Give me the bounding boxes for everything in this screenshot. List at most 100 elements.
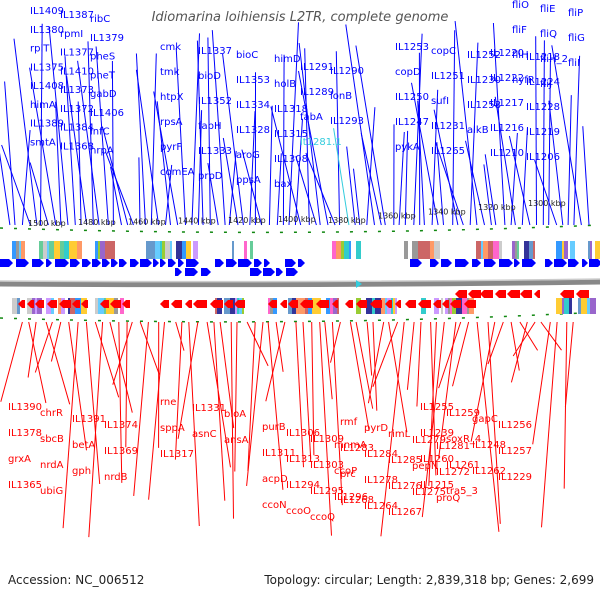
forward-gene-label: IL1373 [60, 85, 94, 96]
cog-band-cell [512, 241, 515, 259]
kbp-scale-label: 1380 kbp [328, 216, 366, 225]
reverse-gene-label: ansA [224, 435, 249, 446]
reverse-gene-arrow [300, 300, 313, 308]
forward-gene-label: IL1352 [198, 96, 232, 107]
forward-gene-label: IL1318 [274, 104, 308, 115]
kbp-scale-label: 1460 kbp [128, 217, 166, 226]
cog-band-cell [19, 241, 21, 259]
kbp-scale-label: 1420 kbp [228, 216, 266, 225]
cog-band-cell [232, 241, 234, 259]
reverse-gene-label: IL1276 [388, 481, 422, 492]
forward-callout-line [355, 45, 386, 226]
reverse-gene-arrow [280, 300, 287, 308]
reverse-gene-label: chrR [40, 408, 63, 419]
backbone-highlight [0, 278, 600, 283]
forward-gene-label: IL1250 [395, 92, 429, 103]
forward-callout-line [298, 42, 321, 226]
forward-gene-label: IL1406 [90, 108, 124, 119]
reverse-gene-arrow [385, 300, 392, 308]
forward-callout-line [77, 101, 82, 226]
reverse-gene-arrow [418, 300, 431, 308]
forward-callout-line [175, 48, 186, 226]
forward-callout-line [135, 69, 160, 226]
cog-band-cell [35, 298, 37, 314]
reverse-strand-genes [18, 290, 589, 308]
reverse-gene-label: sbcB [40, 434, 64, 445]
cog-band-cell [533, 241, 535, 259]
forward-callout-line [454, 21, 478, 226]
reverse-gene-arrow [18, 300, 25, 308]
backbone-arc [0, 279, 600, 288]
cog-band-cell [95, 298, 98, 314]
reverse-gene-arrow [464, 300, 476, 308]
forward-gene-label: pykA [395, 142, 420, 153]
reverse-callout-line [540, 321, 562, 351]
reverse-callout-line [45, 321, 71, 405]
forward-callout-lines [0, 21, 590, 226]
reverse-gene-label: IL1257 [498, 446, 532, 457]
forward-callout-line [366, 107, 376, 226]
forward-callout-line [573, 55, 581, 226]
forward-gene-label: IL1409 [30, 6, 64, 17]
cog-band-cell [182, 241, 186, 259]
forward-strand-genes [0, 259, 600, 288]
forward-gene-label: prpD [198, 171, 223, 182]
cog-band-cell [21, 241, 25, 259]
cog-band-cell [556, 298, 562, 314]
reverse-gene-label: soxR_4 [446, 434, 481, 445]
forward-gene-label: ppsA [236, 175, 261, 186]
forward-gene-arrow [589, 259, 600, 267]
forward-gene-arrow [215, 259, 224, 267]
cog-band-cell [95, 241, 98, 259]
forward-gene-arrow [111, 259, 118, 267]
forward-callout-line [346, 146, 356, 226]
reverse-gene-arrow [576, 290, 589, 298]
reverse-gene-label: IL1284 [364, 449, 398, 460]
reverse-gene-label: IL1279 [412, 435, 446, 446]
cog-band-cell [488, 241, 493, 259]
reverse-gene-label: IL1256 [498, 420, 532, 431]
cog-band-cell [16, 241, 19, 259]
forward-callout-line [452, 30, 456, 226]
cog-band-cell [186, 241, 191, 259]
reverse-gene-label: IL1296 [334, 492, 368, 503]
reverse-callout-line [177, 321, 199, 439]
reverse-gene-label: IL1267 [388, 507, 422, 518]
cog-band-cell [244, 241, 247, 259]
reverse-gene-label: asnC [192, 429, 217, 440]
reverse-gene-label: IL1229 [498, 472, 532, 483]
forward-gene-label: IL1389 [30, 119, 64, 130]
forward-gene-label: IL1334 [236, 100, 270, 111]
forward-callout-line [165, 164, 173, 226]
reverse-gene-label: IL1259 [446, 408, 480, 419]
reverse-gene-label: IL1285 [388, 455, 422, 466]
reverse-callout-line [349, 321, 370, 431]
forward-gene-label: IL1289 [300, 87, 334, 98]
cog-band-cell [524, 241, 529, 259]
reverse-callout-line [510, 321, 528, 383]
forward-gene-label: fabA [300, 112, 323, 123]
reverse-callout-line [246, 321, 264, 486]
reverse-gene-arrow [507, 290, 520, 298]
cog-band-cell [434, 241, 440, 259]
forward-gene-label: IL1315 [274, 129, 308, 140]
forward-callout-line [0, 152, 11, 226]
forward-callout-line [29, 162, 49, 226]
reverse-gene-label: bioA [224, 409, 246, 420]
reverse-callout-line [27, 321, 37, 378]
reverse-callout-line [331, 321, 343, 506]
forward-callout-line [534, 159, 558, 226]
reverse-gene-label: IL1331 [192, 403, 226, 414]
cog-band-cell [341, 241, 344, 259]
reverse-callout-line [188, 321, 200, 527]
reverse-callout-line [175, 321, 185, 351]
kbp-scale-label: 1340 kbp [428, 207, 466, 216]
forward-gene-arrow [554, 259, 567, 267]
reverse-gene-arrow [100, 300, 109, 308]
cog-band-cell [581, 298, 587, 314]
cog-band-cell [336, 241, 341, 259]
forward-gene-arrow [32, 259, 44, 267]
forward-callout-line [521, 126, 528, 226]
forward-callout-line [241, 149, 263, 226]
reverse-gene-label: IL1369 [104, 446, 138, 457]
